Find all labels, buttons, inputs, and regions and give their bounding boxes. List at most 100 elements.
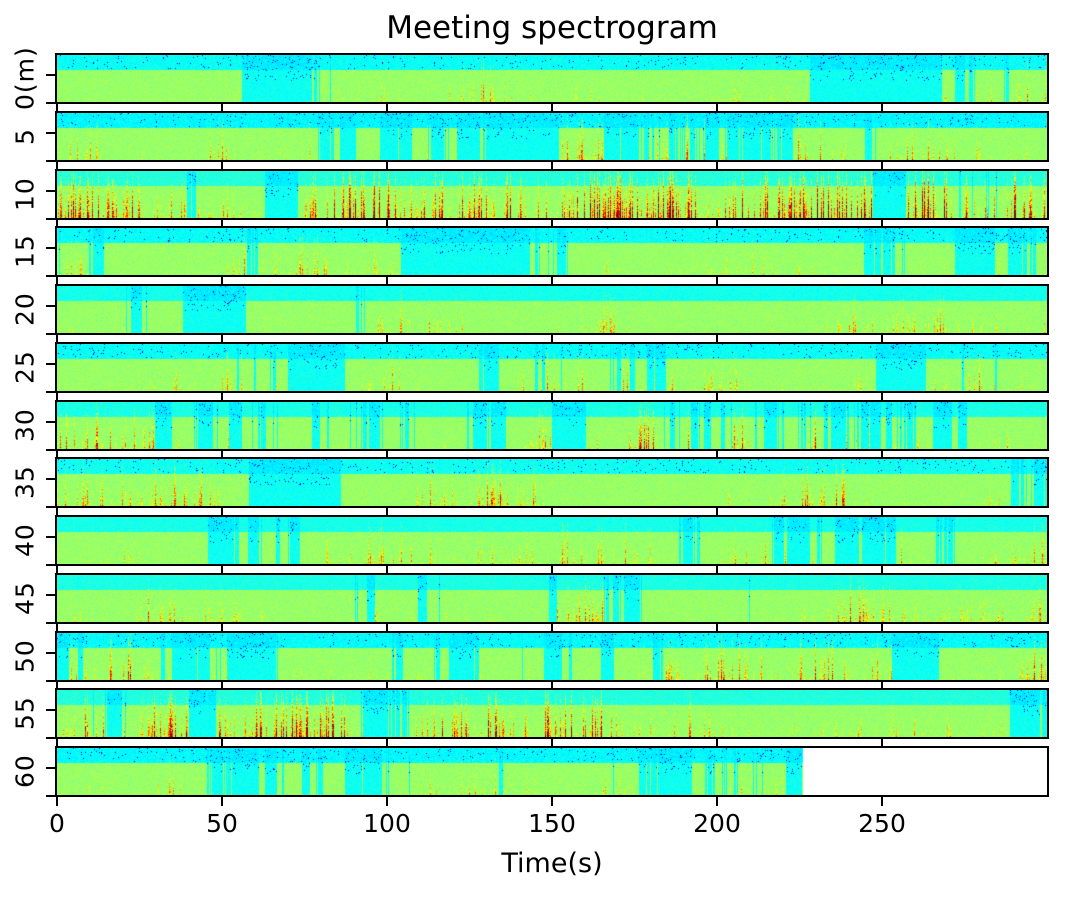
x-tick — [551, 624, 553, 631]
x-tick — [386, 624, 388, 631]
y-axis-label: 5 — [10, 128, 40, 145]
x-tick — [386, 277, 388, 284]
y-tick — [46, 478, 55, 480]
x-tick — [386, 335, 388, 342]
y-tick — [46, 767, 55, 769]
spectrogram-row — [55, 284, 1049, 335]
y-tick — [46, 449, 55, 451]
x-tick — [881, 508, 883, 515]
x-tick — [56, 624, 58, 631]
y-tick — [46, 305, 55, 307]
y-tick — [46, 680, 55, 682]
x-tick — [881, 624, 883, 631]
x-tick — [386, 797, 388, 806]
x-tick — [551, 451, 553, 457]
spectrogram-canvas — [57, 402, 1047, 449]
x-tick — [551, 739, 553, 746]
x-tick — [716, 682, 718, 688]
spectrogram-canvas — [57, 690, 1047, 737]
x-tick — [551, 335, 553, 342]
x-tick — [716, 104, 718, 111]
y-tick — [46, 160, 55, 162]
spectrogram-row — [55, 746, 1049, 797]
x-tick — [551, 682, 553, 688]
y-tick — [46, 652, 55, 654]
x-tick-label: 150 — [528, 809, 576, 838]
spectrogram-row — [55, 457, 1049, 508]
x-tick — [221, 277, 223, 284]
x-tick — [221, 335, 223, 342]
x-tick — [386, 162, 388, 169]
spectrogram-canvas — [57, 517, 1047, 564]
x-tick — [386, 451, 388, 457]
x-tick — [716, 393, 718, 400]
x-tick — [881, 797, 883, 806]
x-tick — [716, 566, 718, 573]
y-tick — [46, 506, 55, 508]
y-axis-label: 50 — [10, 639, 40, 674]
x-tick — [386, 566, 388, 573]
x-tick — [881, 220, 883, 226]
x-tick — [221, 566, 223, 573]
x-tick — [221, 393, 223, 400]
y-tick — [46, 74, 55, 76]
x-tick-label: 50 — [206, 809, 238, 838]
x-tick — [881, 104, 883, 111]
spectrogram-row — [55, 342, 1049, 393]
spectrogram-row — [55, 169, 1049, 220]
x-tick — [716, 451, 718, 457]
x-tick — [551, 393, 553, 400]
y-tick — [46, 102, 55, 104]
x-tick — [551, 104, 553, 111]
x-tick — [716, 508, 718, 515]
y-axis-label: 10 — [10, 177, 40, 212]
x-tick — [56, 220, 58, 226]
x-tick — [881, 451, 883, 457]
x-tick — [56, 335, 58, 342]
x-tick — [221, 739, 223, 746]
spectrogram-canvas — [57, 171, 1047, 218]
x-tick — [221, 624, 223, 631]
x-tick — [716, 624, 718, 631]
y-tick — [46, 363, 55, 365]
y-tick — [46, 795, 55, 797]
x-tick — [881, 393, 883, 400]
x-tick — [551, 797, 553, 806]
y-axis-label: 55 — [10, 696, 40, 731]
y-tick — [46, 391, 55, 393]
x-tick — [56, 797, 58, 806]
x-tick — [716, 739, 718, 746]
x-tick — [221, 162, 223, 169]
x-tick — [881, 277, 883, 284]
y-axis-label: 30 — [10, 408, 40, 443]
x-tick — [551, 508, 553, 515]
spectrogram-canvas — [57, 286, 1047, 333]
x-tick — [56, 162, 58, 169]
y-axis-label: 20 — [10, 292, 40, 327]
x-tick-label: 200 — [693, 809, 741, 838]
spectrogram-row — [55, 226, 1049, 277]
x-tick — [386, 508, 388, 515]
spectrogram-row — [55, 400, 1049, 451]
spectrogram-row — [55, 573, 1049, 624]
y-tick — [46, 622, 55, 624]
spectrogram-canvas — [57, 228, 1047, 275]
x-tick — [881, 682, 883, 688]
spectrogram-canvas — [57, 55, 1047, 102]
y-axis-label: 0(m) — [10, 46, 40, 111]
x-tick — [881, 566, 883, 573]
spectrogram-row — [55, 515, 1049, 566]
x-tick — [56, 277, 58, 284]
x-tick — [386, 682, 388, 688]
spectrogram-canvas — [57, 113, 1047, 160]
y-axis-label: 45 — [10, 581, 40, 616]
x-tick — [56, 451, 58, 457]
y-axis-label: 25 — [10, 350, 40, 385]
x-tick — [551, 220, 553, 226]
chart-title: Meeting spectrogram — [386, 10, 718, 46]
y-tick — [46, 594, 55, 596]
x-tick — [716, 797, 718, 806]
x-tick — [386, 739, 388, 746]
x-tick — [716, 162, 718, 169]
